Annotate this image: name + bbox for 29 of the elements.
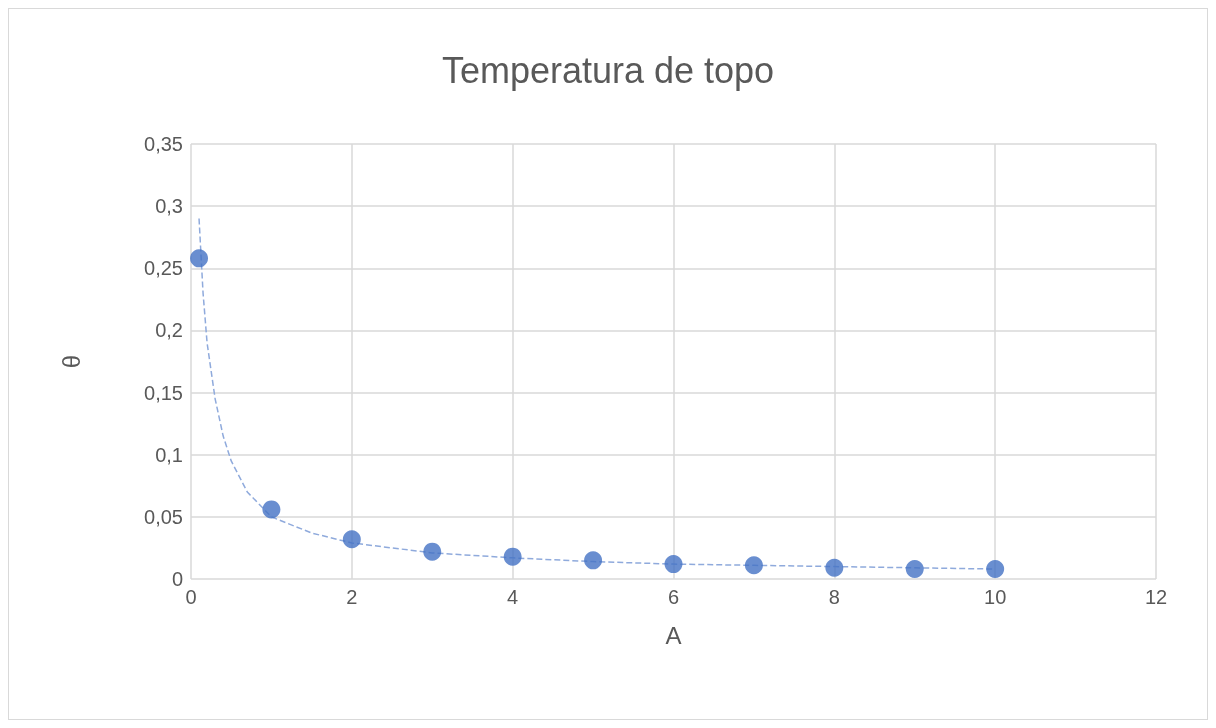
y-tick-label: 0,15 [144, 381, 183, 404]
y-tick-label: 0,35 [144, 133, 183, 155]
y-tick-label: 0,1 [155, 443, 183, 466]
chart-title: Temperatura de topo [441, 49, 775, 91]
point [905, 560, 924, 579]
point [744, 556, 763, 575]
x-tick-label: 0 [185, 586, 197, 608]
point [262, 500, 281, 519]
x-tick-label: 6 [667, 586, 680, 608]
y-axis-title: θ [57, 354, 85, 369]
point [664, 555, 683, 574]
x-tick-label: 2 [346, 586, 358, 608]
point [190, 249, 209, 268]
y-tick-label: 0,25 [144, 257, 183, 280]
point [986, 560, 1005, 579]
point [342, 530, 361, 549]
y-tick-label: 0,3 [155, 195, 183, 218]
x-tick-label: 4 [507, 586, 519, 608]
y-tick-label: 0,05 [144, 505, 183, 528]
y-tick-label: 0,2 [155, 319, 183, 342]
x-tick-label: 10 [984, 586, 1007, 608]
point [825, 558, 844, 577]
point [423, 542, 442, 561]
x-axis-title: A [665, 621, 682, 649]
x-tick-label: 12 [1144, 586, 1168, 608]
point [584, 551, 603, 570]
x-tick-label: 8 [828, 586, 840, 608]
point [503, 547, 522, 566]
y-tick-label: 0 [171, 568, 183, 590]
